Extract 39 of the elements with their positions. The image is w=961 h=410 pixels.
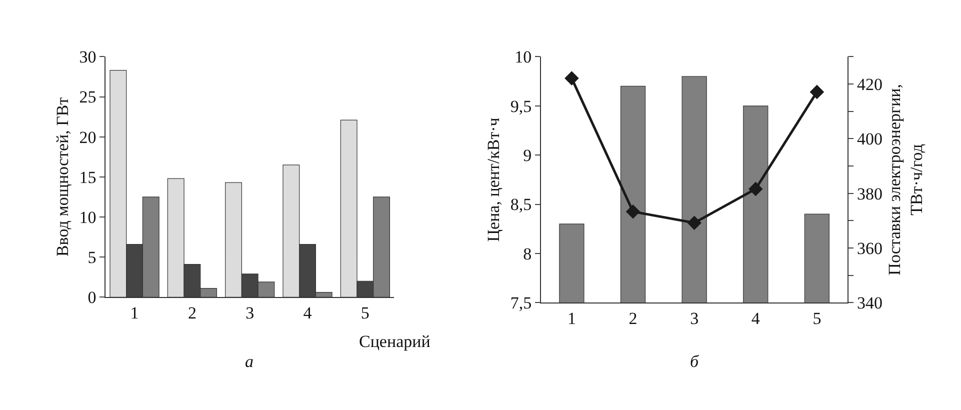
y-tick-label: 5 [88,248,96,268]
text: б [690,352,699,371]
x-tick-label: 1 [567,309,576,328]
y-tick-label: 7,5 [510,294,532,313]
y-tick-label: 15 [79,168,96,187]
y-axis-title: Цена, цент/кВт·ч [484,117,503,242]
x-tick-label: 4 [303,304,312,323]
x-tick-label: 1 [130,304,139,323]
point [748,182,763,196]
y-tick-label: 20 [79,128,96,147]
point [810,84,824,100]
x-tick-label: 3 [690,309,699,328]
x-tick-label: 4 [751,309,760,328]
y-tick-label: 25 [79,88,96,107]
y2-tick-label: 340 [857,294,882,313]
y-tick-label: 8 [523,244,532,264]
point [564,71,579,86]
y-tick-label: 9 [523,146,532,166]
y2-tick-label: 400 [857,130,882,149]
y-axis-title: Ввод мощностей, ГВт [52,96,72,257]
x-tick-label: 2 [188,304,196,323]
y-tick-label: 10 [79,208,96,227]
x-axis-title: Сценарий [359,332,430,351]
y-tick-label: 0 [88,288,96,308]
y2-axis-title: Поставки электроэнергии, ТВт·ч/год [884,84,926,276]
y-tick-label: 30 [79,48,96,67]
point [626,204,640,219]
text: а [245,352,254,371]
y-tick-label: 8,5 [510,195,532,214]
x-tick-label: 5 [812,309,822,328]
y2-tick-label: 380 [857,184,882,204]
y2-tick-label: 420 [857,74,882,94]
x-tick-label: 2 [628,309,638,328]
x-tick-label: 5 [360,304,370,323]
y2-tick-label: 360 [857,238,882,258]
x-tick-label: 3 [246,304,254,323]
point [687,216,702,230]
y-tick-label: 9,5 [510,96,532,116]
y-tick-label: 10 [514,48,532,67]
